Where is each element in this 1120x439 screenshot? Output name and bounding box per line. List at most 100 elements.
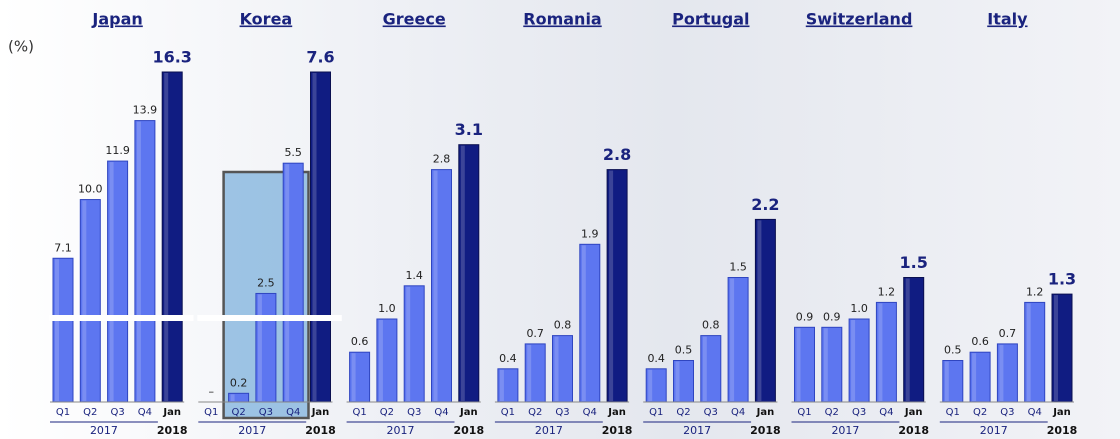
panel-title: Greece <box>383 10 446 29</box>
x-tick-label: Jan <box>162 407 181 418</box>
x-tick-label: Jan <box>607 407 626 418</box>
value-label: 0.7 <box>999 327 1017 340</box>
bar-shine <box>824 328 828 401</box>
x-tick-label: Q1 <box>946 407 960 418</box>
x-group-label: 2018 <box>898 424 929 437</box>
x-group-label: 2017 <box>90 424 118 437</box>
x-tick-label: Q4 <box>1028 407 1042 418</box>
x-tick-label: Jan <box>904 407 923 418</box>
bar-shine <box>313 73 317 401</box>
x-group-label: 2017 <box>831 424 859 437</box>
value-label: 7.1 <box>54 241 72 254</box>
value-label-highlight: 2.2 <box>751 195 779 214</box>
panel-title: Italy <box>987 10 1028 29</box>
value-label: 11.9 <box>105 144 130 157</box>
bar-shine <box>676 362 680 402</box>
bar-shine <box>110 162 114 401</box>
x-tick-label: Jan <box>459 407 478 418</box>
value-label: 0.9 <box>796 310 814 323</box>
x-tick-label: Q2 <box>973 407 987 418</box>
bar-shine <box>703 337 707 401</box>
x-tick-label: Q3 <box>259 407 273 418</box>
x-tick-label: Q1 <box>56 407 70 418</box>
bar-shine <box>609 171 613 401</box>
bar-shine <box>851 320 855 401</box>
x-group-label: 2017 <box>980 424 1008 437</box>
bar-shine <box>352 353 356 401</box>
value-label: 1.9 <box>581 227 599 240</box>
bar-shine <box>231 394 235 401</box>
bar-shine <box>999 345 1003 401</box>
x-tick-label: Q3 <box>1000 407 1014 418</box>
x-tick-label: Q1 <box>204 407 218 418</box>
panel-title: Romania <box>523 10 601 29</box>
value-label: 0.4 <box>499 352 517 365</box>
bar-shine <box>1027 303 1031 401</box>
axis-break <box>49 315 194 321</box>
value-label-highlight: 16.3 <box>152 48 191 67</box>
x-tick-label: Q4 <box>879 407 893 418</box>
x-tick-label: Q4 <box>286 407 300 418</box>
x-group-label: 2017 <box>683 424 711 437</box>
x-group-label: 2017 <box>535 424 563 437</box>
x-group-label: 2018 <box>602 424 633 437</box>
value-label-highlight: 1.5 <box>900 253 928 272</box>
bar-shine <box>527 345 531 401</box>
bar-shine <box>730 279 734 402</box>
x-group-label: 2018 <box>750 424 781 437</box>
x-tick-label: Q1 <box>649 407 663 418</box>
value-label: 0.2 <box>230 376 248 389</box>
x-group-label: 2018 <box>1047 424 1078 437</box>
x-tick-label: Q3 <box>110 407 124 418</box>
value-label: 1.5 <box>729 261 747 274</box>
bar-shine <box>555 337 559 401</box>
chart: Japan(%)7.1Q110.0Q211.9Q313.9Q416.3Jan20… <box>0 0 1120 439</box>
value-label: 0.4 <box>647 352 665 365</box>
value-label: – <box>209 385 215 398</box>
x-group-label: 2017 <box>387 424 415 437</box>
bar-shine <box>648 370 652 401</box>
bar-shine <box>258 294 262 401</box>
value-label: 0.5 <box>944 344 962 357</box>
bar-shine <box>582 245 586 401</box>
bar-shine <box>945 362 949 402</box>
page: Japan(%)7.1Q110.0Q211.9Q313.9Q416.3Jan20… <box>0 0 1120 439</box>
value-label-highlight: 2.8 <box>603 145 631 164</box>
value-label: 0.8 <box>702 319 720 332</box>
value-label: 0.6 <box>351 335 369 348</box>
x-tick-label: Q3 <box>704 407 718 418</box>
bar-shine <box>285 164 289 401</box>
value-label: 0.9 <box>823 310 841 323</box>
x-group-label: 2018 <box>453 424 484 437</box>
x-tick-label: Jan <box>311 407 330 418</box>
bar-shine <box>797 328 801 401</box>
bar-shine <box>757 220 761 401</box>
x-group-label: 2017 <box>238 424 266 437</box>
value-label: 0.8 <box>554 319 572 332</box>
x-tick-label: Q2 <box>83 407 97 418</box>
x-tick-label: Q1 <box>501 407 515 418</box>
value-label: 2.5 <box>257 276 275 289</box>
x-group-label: 2018 <box>305 424 336 437</box>
bar-shine <box>878 303 882 401</box>
x-tick-label: Q4 <box>731 407 745 418</box>
bar-shine <box>379 320 383 401</box>
x-tick-label: Q2 <box>528 407 542 418</box>
bar-shine <box>434 171 438 401</box>
bar-shine <box>82 201 86 401</box>
bar-shine <box>164 73 168 401</box>
x-tick-label: Jan <box>1052 407 1071 418</box>
x-tick-label: Q2 <box>825 407 839 418</box>
value-label: 0.7 <box>526 327 544 340</box>
x-tick-label: Q4 <box>583 407 597 418</box>
value-label-highlight: 3.1 <box>455 120 483 139</box>
panel-title: Switzerland <box>806 10 913 29</box>
x-tick-label: Q3 <box>852 407 866 418</box>
x-tick-label: Q3 <box>407 407 421 418</box>
x-tick-label: Jan <box>756 407 775 418</box>
x-tick-label: Q1 <box>352 407 366 418</box>
value-label: 1.2 <box>1026 285 1044 298</box>
bar-shine <box>461 146 465 401</box>
panel-title: Korea <box>240 10 293 29</box>
value-label-highlight: 7.6 <box>306 48 334 67</box>
